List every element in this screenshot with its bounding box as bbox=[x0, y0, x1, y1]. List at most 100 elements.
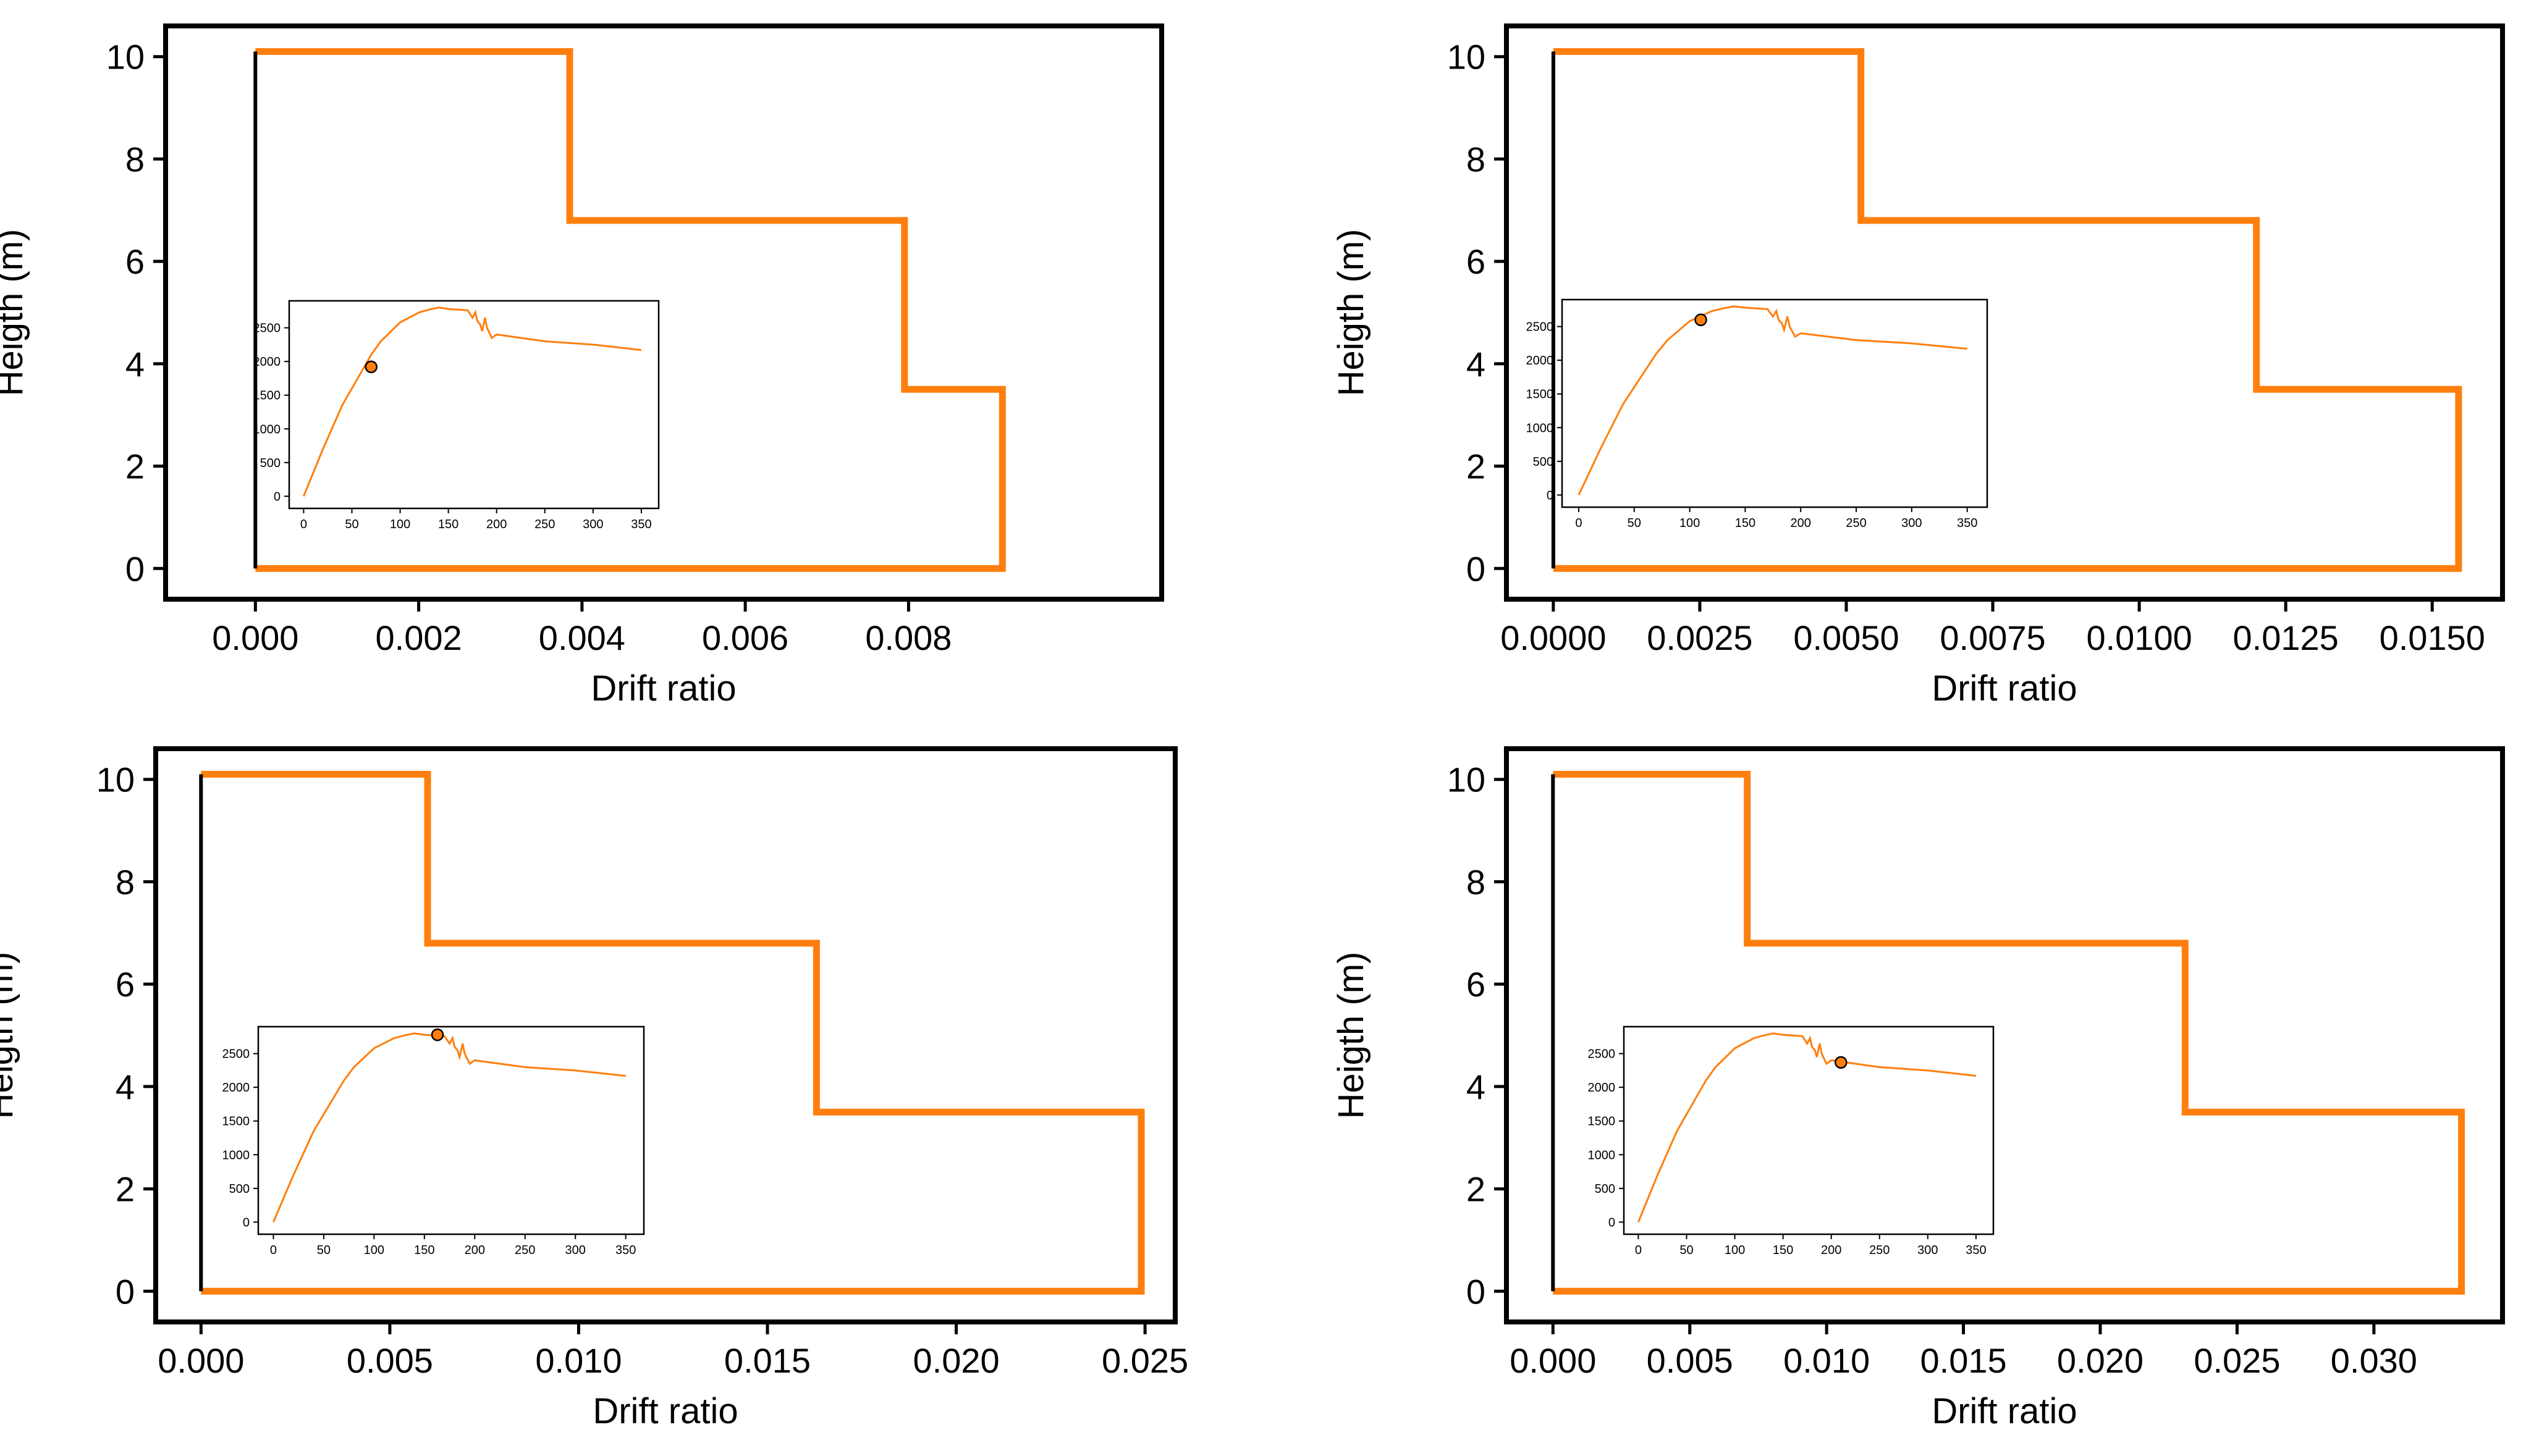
chart-4-ytick-label: 8 bbox=[1466, 862, 1485, 901]
chart-4-ytick-label: 10 bbox=[1447, 760, 1485, 799]
chart-4-inset-xtick-label: 200 bbox=[1821, 1243, 1841, 1257]
chart-2-ytick-label: 4 bbox=[1466, 345, 1485, 384]
chart-1-inset-frame bbox=[288, 300, 660, 510]
chart-1-inset-xtick-label: 200 bbox=[486, 518, 507, 531]
chart-1-drift-profile-line bbox=[255, 48, 1006, 572]
chart-4-inset-capacity-curve bbox=[1637, 1032, 1977, 1222]
chart-2-xtick-label: 0.0150 bbox=[2380, 618, 2485, 657]
chart-3-inset-ytick-label: 1500 bbox=[222, 1115, 250, 1129]
chart-2-drift-profile-line bbox=[1553, 48, 2462, 572]
chart-4-inset-ytick-label: 2500 bbox=[1588, 1048, 1616, 1061]
chart-3-inset-xtick-label: 100 bbox=[364, 1243, 384, 1257]
chart-1-inset-ytick-label: 2000 bbox=[253, 355, 281, 369]
chart-4-inset-current-point-marker bbox=[1835, 1056, 1848, 1069]
chart-3-xtick-label: 0.005 bbox=[347, 1341, 433, 1380]
chart-3-ytick-label: 2 bbox=[116, 1170, 135, 1209]
chart-1-inset-xtick-label: 100 bbox=[390, 518, 410, 531]
chart-4-inset-ytick-label: 500 bbox=[1595, 1182, 1615, 1196]
chart-1-ytick-label: 6 bbox=[125, 242, 145, 281]
chart-2-inset-current-point-marker bbox=[1694, 313, 1707, 326]
chart-4-xtick-label: 0.025 bbox=[2194, 1341, 2280, 1380]
chart-3-inset-ytick-label: 1000 bbox=[222, 1148, 250, 1162]
chart-3-ytick-label: 0 bbox=[116, 1272, 135, 1311]
chart-2-inset-xtick-label: 50 bbox=[1628, 516, 1641, 530]
chart-3-drift-profile-line bbox=[201, 770, 1145, 1295]
chart-4-xtick-label: 0.015 bbox=[1920, 1341, 2007, 1380]
chart-2-ytick-label: 6 bbox=[1466, 242, 1485, 281]
chart-1-inset-ytick-label: 500 bbox=[260, 457, 281, 470]
chart-4-drift-profile-line bbox=[1553, 770, 2465, 1295]
chart-3-ytick-label: 10 bbox=[96, 760, 135, 799]
chart-3-axes-frame bbox=[153, 746, 1178, 1324]
chart-1-inset-xtick-label: 250 bbox=[534, 518, 555, 531]
chart-4-inset-ytick-label: 0 bbox=[1608, 1216, 1615, 1229]
chart-1-inset-ytick-label: 1500 bbox=[253, 389, 281, 403]
chart-1-inset-ytick-label: 2500 bbox=[253, 322, 281, 335]
chart-4-inset-xtick-label: 50 bbox=[1679, 1243, 1693, 1257]
chart-1-inset-current-point-marker bbox=[365, 360, 378, 374]
chart-4-xtick-label: 0.010 bbox=[1783, 1341, 1870, 1380]
chart-2-xtick-label: 0.0025 bbox=[1647, 618, 1752, 657]
chart-3-inset-xtick-label: 200 bbox=[465, 1243, 485, 1257]
chart-2-inset: 0 50 100 150 200 250 300 350 0 500 1000 1500 2000 250… bbox=[1526, 298, 1988, 530]
chart-3-inset-frame bbox=[257, 1025, 645, 1235]
chart-4-inset-xtick-label: 0 bbox=[1635, 1243, 1642, 1257]
chart-2-xtick-label: 0.0050 bbox=[1793, 618, 1899, 657]
chart-2-inset-xtick-label: 150 bbox=[1735, 516, 1755, 530]
chart-1-inset-capacity-curve bbox=[303, 306, 642, 497]
chart-1-xtick-label: 0.008 bbox=[865, 618, 952, 657]
chart-2-inset-ytick-label: 1000 bbox=[1526, 421, 1554, 435]
chart-3-y-axis-label: Heigth (m) bbox=[0, 952, 20, 1119]
chart-2-inset-frame bbox=[1561, 298, 1988, 508]
chart-3-inset: 0 50 100 150 200 250 300 350 0 500 1000 1500 2000 250… bbox=[222, 1025, 645, 1257]
chart-1-y-axis-label: Heigth (m) bbox=[0, 229, 30, 397]
chart-4-axes-frame bbox=[1504, 746, 2505, 1324]
chart-3-inset-xtick-label: 300 bbox=[565, 1243, 586, 1257]
chart-3-x-axis-label: Drift ratio bbox=[593, 1391, 738, 1431]
chart-1-ytick-label: 8 bbox=[125, 140, 145, 179]
chart-3-inset-capacity-curve bbox=[272, 1032, 626, 1222]
chart-3-xtick-label: 0.020 bbox=[913, 1341, 999, 1380]
chart-3-inset-ytick-label: 2500 bbox=[222, 1048, 250, 1061]
chart-3-xtick-label: 0.015 bbox=[724, 1341, 811, 1380]
chart-4-inset-frame bbox=[1623, 1025, 1995, 1235]
chart-1-inset: 0 50 100 150 200 250 300 350 0 500 1000 1500 2000 250… bbox=[253, 300, 660, 531]
chart-4-ytick-label: 0 bbox=[1466, 1272, 1485, 1311]
chart-2-inset-xtick-label: 100 bbox=[1679, 516, 1700, 530]
chart-1-axes-frame bbox=[163, 23, 1164, 602]
chart-2-inset-capacity-curve bbox=[1578, 305, 1967, 496]
chart-3-inset-ytick-label: 500 bbox=[229, 1182, 250, 1196]
chart-2-ytick-label: 10 bbox=[1447, 38, 1485, 77]
chart-1-inset-xtick-label: 150 bbox=[438, 518, 458, 531]
chart-4-inset-xtick-label: 300 bbox=[1917, 1243, 1938, 1257]
chart-3-ytick-label: 6 bbox=[116, 965, 135, 1004]
chart-2-xtick-label: 0.0125 bbox=[2233, 618, 2339, 657]
chart-4-inset-xtick-label: 250 bbox=[1869, 1243, 1890, 1257]
chart-4-xtick-label: 0.000 bbox=[1510, 1341, 1596, 1380]
chart-2-inset-ytick-label: 500 bbox=[1533, 455, 1553, 469]
chart-1-ytick-label: 2 bbox=[125, 447, 145, 486]
chart-1-ytick-label: 4 bbox=[125, 345, 145, 384]
chart-2-axes-frame bbox=[1504, 23, 2505, 602]
chart-3-xtick-label: 0.010 bbox=[535, 1341, 622, 1380]
chart-3-ytick-label: 4 bbox=[116, 1067, 135, 1106]
chart-2-ytick-label: 8 bbox=[1466, 140, 1485, 179]
chart-3-inset-xtick-label: 0 bbox=[270, 1243, 277, 1257]
chart-2-ytick-label: 2 bbox=[1466, 447, 1485, 486]
chart-2-inset-xtick-label: 0 bbox=[1575, 516, 1582, 530]
chart-3-inset-xtick-label: 350 bbox=[615, 1243, 636, 1257]
chart-1-xtick-label: 0.002 bbox=[376, 618, 462, 657]
chart-2-inset-ytick-label: 0 bbox=[1547, 489, 1553, 502]
chart-4-inset-ytick-label: 1500 bbox=[1588, 1115, 1616, 1129]
chart-3-xtick-label: 0.025 bbox=[1102, 1341, 1188, 1380]
chart-4-xtick-label: 0.005 bbox=[1647, 1341, 1733, 1380]
chart-2-inset-xtick-label: 350 bbox=[1957, 516, 1977, 530]
chart-2-xtick-label: 0.0000 bbox=[1500, 618, 1606, 657]
chart-4-xtick-label: 0.030 bbox=[2331, 1341, 2417, 1380]
chart-1-x-axis-label: Drift ratio bbox=[591, 668, 736, 709]
chart-1-inset-ytick-label: 1000 bbox=[253, 423, 281, 436]
chart-3-inset-xtick-label: 150 bbox=[414, 1243, 434, 1257]
chart-1-inset-ytick-label: 0 bbox=[274, 490, 281, 503]
chart-2-inset-ytick-label: 1500 bbox=[1526, 388, 1554, 402]
chart-1-xtick-label: 0.004 bbox=[539, 618, 625, 657]
